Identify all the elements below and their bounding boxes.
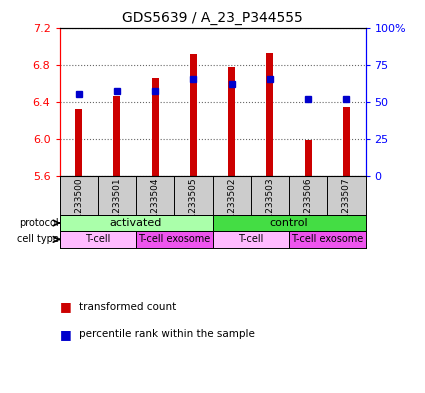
Text: T-cell exosome: T-cell exosome <box>138 234 210 244</box>
Bar <box>190 54 197 176</box>
Bar <box>75 109 82 176</box>
Text: GSM1233503: GSM1233503 <box>265 178 275 239</box>
Text: GSM1233505: GSM1233505 <box>189 178 198 239</box>
Text: GSM1233501: GSM1233501 <box>112 178 122 239</box>
Bar <box>212 231 289 248</box>
Bar <box>289 231 366 248</box>
Text: percentile rank within the sample: percentile rank within the sample <box>79 329 255 339</box>
Text: cell type: cell type <box>17 234 59 244</box>
Title: GDS5639 / A_23_P344555: GDS5639 / A_23_P344555 <box>122 11 303 25</box>
Bar <box>152 77 159 176</box>
Text: activated: activated <box>110 218 162 228</box>
Bar <box>228 67 235 176</box>
Text: control: control <box>270 218 308 228</box>
Bar <box>60 215 212 231</box>
Text: transformed count: transformed count <box>79 301 176 312</box>
Text: protocol: protocol <box>19 218 59 228</box>
Text: T-cell: T-cell <box>238 234 264 244</box>
Text: T-cell: T-cell <box>85 234 110 244</box>
Bar <box>266 53 273 176</box>
Bar <box>136 231 212 248</box>
Bar <box>212 215 366 231</box>
Text: ■: ■ <box>60 300 75 313</box>
Bar <box>60 231 136 248</box>
Text: GSM1233502: GSM1233502 <box>227 178 236 238</box>
Bar <box>113 96 120 176</box>
Text: GSM1233504: GSM1233504 <box>150 178 160 238</box>
Text: ■: ■ <box>60 327 75 341</box>
Text: GSM1233507: GSM1233507 <box>342 178 351 239</box>
Text: GSM1233500: GSM1233500 <box>74 178 83 239</box>
Bar <box>343 107 350 176</box>
Bar <box>305 140 312 176</box>
Text: GSM1233506: GSM1233506 <box>303 178 313 239</box>
Text: T-cell exosome: T-cell exosome <box>291 234 363 244</box>
